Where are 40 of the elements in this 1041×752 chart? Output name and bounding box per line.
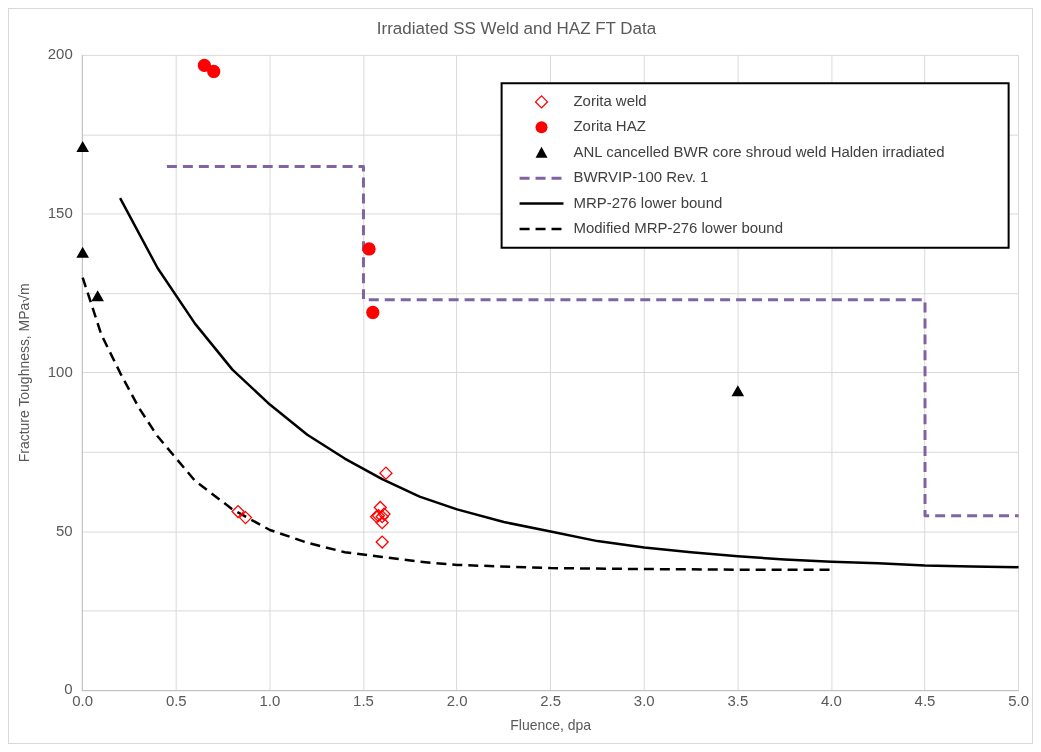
point <box>362 242 376 256</box>
y-axis-title: Fracture Toughness, MPa√m <box>16 283 33 463</box>
point <box>731 385 744 397</box>
x-tick-label: 5.0 <box>1008 692 1029 710</box>
point <box>91 290 104 302</box>
point <box>373 500 387 515</box>
chart-title: Irradiated SS Weld and HAZ FT Data <box>376 18 657 38</box>
line-series <box>81 276 833 571</box>
legend-label: Modified MRP-276 lower bound <box>573 219 784 237</box>
legend-label: Zorita HAZ <box>573 117 646 135</box>
y-tick-label: 200 <box>47 45 73 63</box>
point <box>76 141 89 152</box>
y-tick-label: 100 <box>47 362 73 380</box>
point <box>366 305 380 320</box>
point <box>197 58 211 73</box>
x-tick-label: 4.0 <box>821 692 842 710</box>
x-tick-label: 4.5 <box>914 692 936 710</box>
point <box>379 466 393 480</box>
x-tick-label: 3.0 <box>633 692 655 710</box>
x-tick-label: 0.0 <box>72 692 94 710</box>
point <box>231 504 245 519</box>
x-tick-label: 1.5 <box>353 692 374 710</box>
legend-label: Zorita weld <box>573 92 647 110</box>
x-tick-label: 2.0 <box>446 692 468 710</box>
point <box>207 64 221 79</box>
y-tick-label: 150 <box>47 204 73 222</box>
x-tick-label: 3.5 <box>727 692 749 710</box>
legend-label: ANL cancelled BWR core shroud weld Halden irradiated <box>573 142 945 160</box>
point <box>375 535 389 549</box>
y-tick-label: 0 <box>64 680 73 698</box>
point <box>238 510 253 525</box>
point <box>76 247 89 258</box>
x-axis-title: Fluence, dpa <box>510 717 592 734</box>
x-tick-label: 0.5 <box>165 692 187 710</box>
x-tick-label: 2.5 <box>540 692 562 710</box>
point <box>375 516 389 530</box>
legend-label: MRP-276 lower bound <box>573 193 723 211</box>
x-tick-label: 1.0 <box>259 692 281 710</box>
y-tick-label: 50 <box>56 521 73 539</box>
legend-label: BWRVIP-100 Rev. 1 <box>573 168 709 186</box>
